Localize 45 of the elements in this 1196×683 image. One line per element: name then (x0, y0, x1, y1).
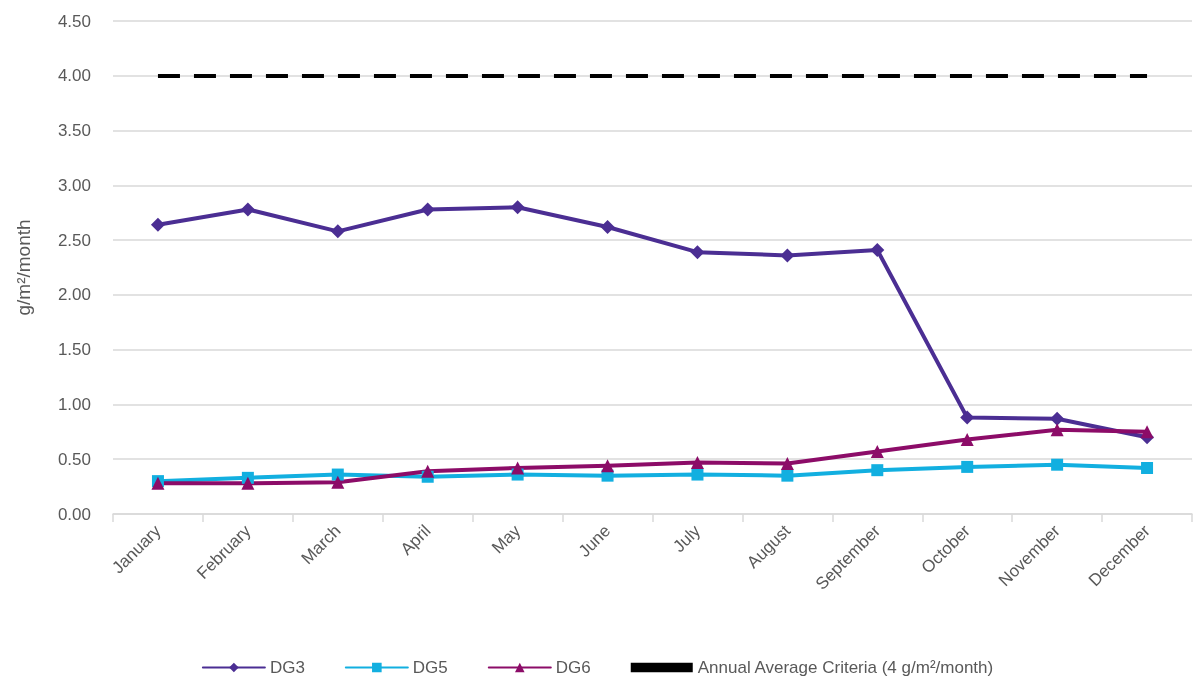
x-tick-label: May (488, 520, 525, 558)
point (1140, 425, 1154, 439)
point (331, 475, 345, 489)
point (601, 459, 615, 473)
point (871, 464, 884, 477)
point (420, 202, 435, 217)
point (600, 219, 615, 234)
y-tick-label: 0.50 (57, 449, 91, 469)
point (780, 457, 794, 471)
y-tick-label: 4.50 (57, 11, 91, 31)
point (1051, 458, 1064, 471)
point (421, 464, 435, 478)
y-tick-label: 3.00 (57, 175, 91, 195)
y-tick-label: 3.50 (57, 121, 91, 141)
point (241, 476, 255, 490)
y-tick-label: 2.00 (57, 285, 91, 305)
y-tick-label: 2.50 (57, 230, 91, 250)
point (870, 242, 885, 257)
point (781, 469, 794, 482)
point (330, 224, 345, 239)
point (510, 200, 525, 215)
y-axis-title: g/m²/month (13, 219, 34, 316)
point (1141, 461, 1154, 474)
point (960, 433, 974, 446)
legend-label: DG3 (269, 658, 305, 677)
legend-label: DG6 (555, 658, 591, 677)
point (691, 468, 704, 481)
point (870, 445, 884, 459)
point (961, 460, 974, 473)
y-tick-label: 4.00 (57, 66, 91, 86)
point (960, 410, 975, 425)
y-tick-label: 0.00 (57, 504, 91, 524)
point (690, 245, 705, 260)
point (780, 248, 795, 263)
legend-label: Annual Average Criteria (4 g/m²/month) (697, 658, 994, 677)
legend-label: DG5 (412, 658, 448, 677)
y-tick-label: 1.00 (57, 394, 91, 414)
point (1050, 423, 1064, 437)
point (150, 217, 165, 232)
x-tick-label: July (669, 520, 705, 557)
point (240, 202, 255, 217)
y-tick-label: 1.50 (57, 340, 91, 360)
point (1050, 411, 1065, 426)
point (511, 461, 525, 475)
point (690, 456, 704, 470)
